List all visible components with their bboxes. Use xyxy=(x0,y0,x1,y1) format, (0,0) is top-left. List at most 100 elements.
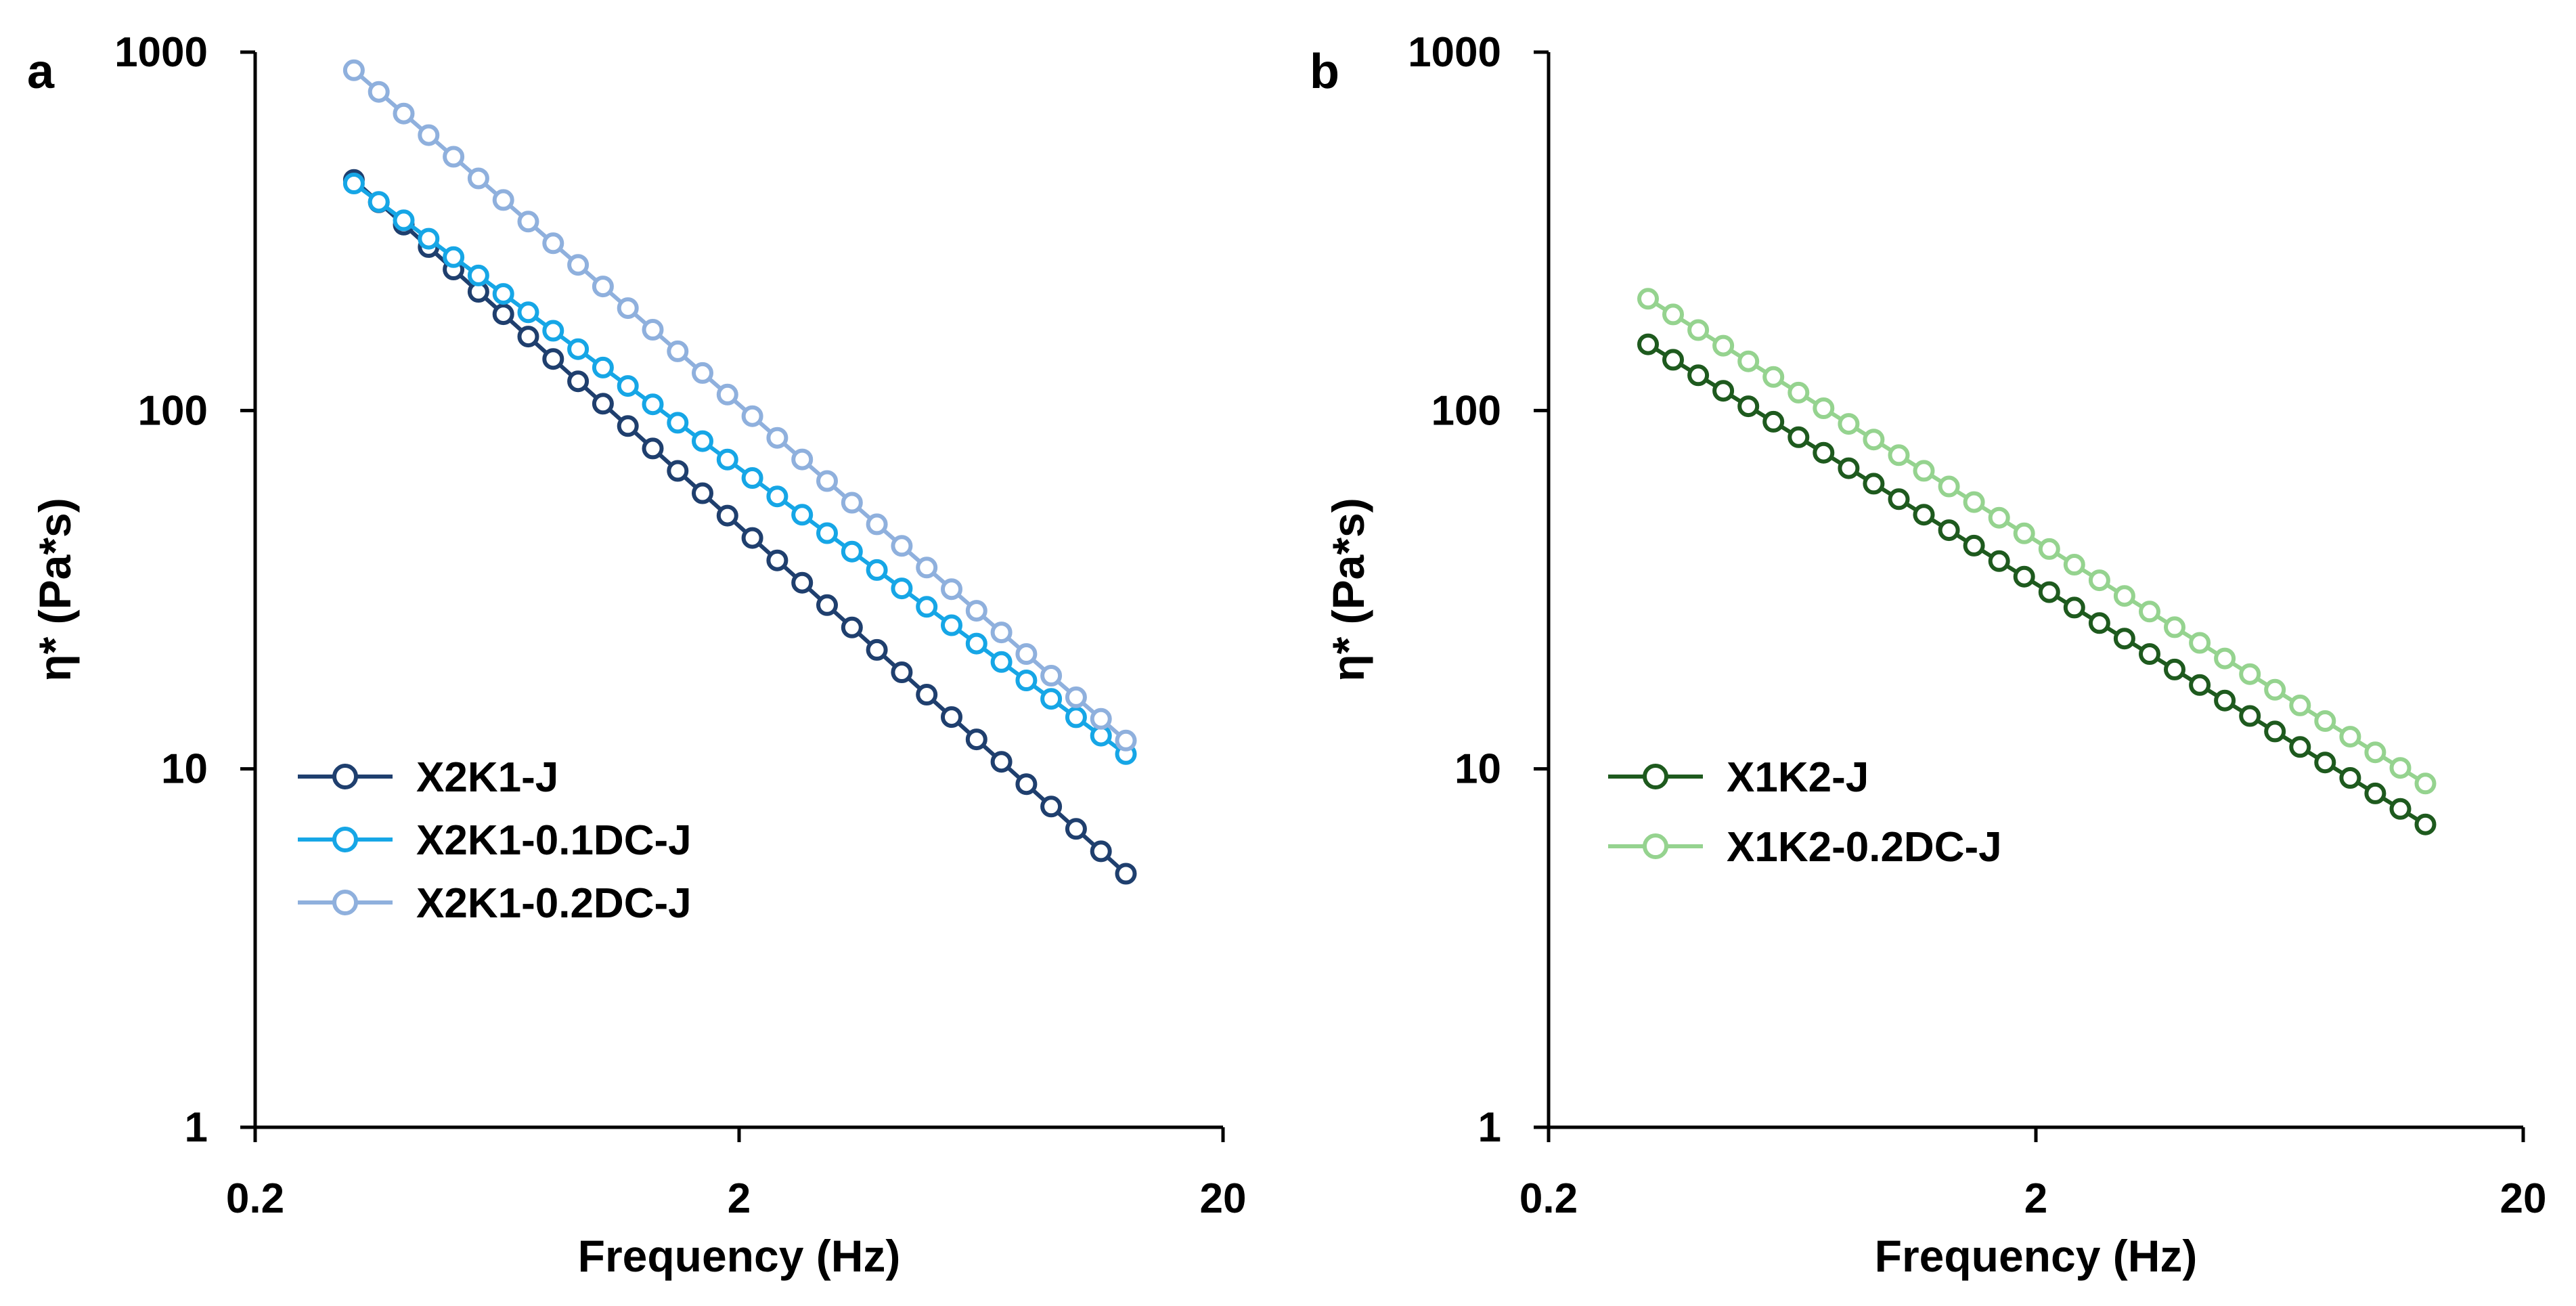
data-point xyxy=(1762,366,1785,388)
data-point xyxy=(1963,491,1985,513)
data-point xyxy=(1712,334,1735,357)
legend-label: X2K1-0.1DC-J xyxy=(416,817,692,864)
data-point xyxy=(766,485,789,508)
data-point xyxy=(1938,475,1960,498)
data-point xyxy=(2214,689,2236,712)
y-tick-label: 10 xyxy=(1454,746,1501,793)
data-point xyxy=(2289,694,2311,716)
data-point xyxy=(2088,612,2110,634)
series-X2K1-0.1DC-J xyxy=(342,173,1137,765)
data-point xyxy=(517,211,539,233)
data-point xyxy=(692,430,713,452)
data-point xyxy=(816,522,838,544)
data-point xyxy=(816,594,838,616)
data-point xyxy=(1863,473,1885,495)
data-point xyxy=(990,751,1013,773)
data-point xyxy=(467,264,489,286)
y-tick-label: 100 xyxy=(138,387,208,434)
data-point xyxy=(891,535,913,557)
data-point xyxy=(342,173,365,194)
data-point xyxy=(1637,333,1659,355)
data-point xyxy=(2063,554,2085,575)
data-point xyxy=(342,59,365,81)
panel-letter: a xyxy=(27,45,55,99)
data-point xyxy=(1938,519,1960,542)
data-point xyxy=(1988,550,2010,572)
data-point xyxy=(1040,688,1063,710)
data-point xyxy=(443,246,465,268)
legend-marker xyxy=(1643,833,1668,859)
panel-letter: b xyxy=(1310,45,1339,99)
data-point xyxy=(2139,601,2160,623)
data-point xyxy=(517,326,539,348)
data-point xyxy=(1737,350,1760,372)
data-point xyxy=(467,167,489,190)
y-axis-title: η* (Pa*s) xyxy=(30,498,80,681)
data-point xyxy=(1787,381,1810,404)
data-point xyxy=(1913,504,1935,526)
data-point xyxy=(1040,796,1063,818)
x-tick-label: 2 xyxy=(728,1175,751,1222)
data-point xyxy=(741,405,763,427)
data-point xyxy=(916,684,938,705)
data-point xyxy=(1662,303,1684,326)
data-point xyxy=(2113,585,2135,607)
y-tick-label: 10 xyxy=(161,746,208,793)
data-point xyxy=(791,504,814,526)
data-point xyxy=(1662,349,1684,371)
data-point xyxy=(393,102,415,125)
data-point xyxy=(891,578,913,600)
data-point xyxy=(368,81,390,103)
y-tick-label: 1 xyxy=(185,1104,208,1151)
x-tick-label: 2 xyxy=(2024,1175,2047,1222)
data-point xyxy=(866,638,888,661)
y-tick-label: 1000 xyxy=(114,29,208,76)
data-point xyxy=(941,614,962,636)
data-point xyxy=(642,437,664,460)
data-point xyxy=(2013,565,2035,588)
data-point xyxy=(841,540,863,563)
data-point xyxy=(542,348,564,370)
data-point xyxy=(2139,643,2160,665)
data-point xyxy=(1065,818,1087,840)
data-point xyxy=(2364,782,2386,804)
data-point xyxy=(492,303,514,326)
data-point xyxy=(2038,581,2060,603)
data-point xyxy=(2239,663,2261,685)
data-point xyxy=(841,616,863,638)
chart-panel-b: 1 10 100 1000 0.2 2 20 Frequency (Hz) η* (Pa*s) b… xyxy=(1310,29,2546,1281)
data-point xyxy=(1065,706,1087,728)
data-point xyxy=(492,283,514,305)
data-point xyxy=(2339,767,2361,789)
data-point xyxy=(741,527,763,549)
data-point xyxy=(1963,534,1985,557)
data-point xyxy=(1687,364,1710,387)
legend-marker xyxy=(332,827,358,852)
legend-label: X1K2-0.2DC-J xyxy=(1727,824,2002,871)
data-point xyxy=(965,600,987,622)
data-point xyxy=(1115,863,1137,885)
x-axis-title: Frequency (Hz) xyxy=(1875,1231,2198,1281)
data-point xyxy=(716,504,738,527)
data-point xyxy=(990,651,1013,673)
data-point xyxy=(567,370,590,393)
data-point xyxy=(692,362,713,384)
data-point xyxy=(667,460,689,482)
data-point xyxy=(841,492,863,514)
data-point xyxy=(492,189,514,211)
x-tick-label: 0.2 xyxy=(1519,1175,1578,1222)
data-point xyxy=(1888,488,1910,510)
data-point xyxy=(716,448,738,471)
data-point xyxy=(1838,457,1860,479)
data-point xyxy=(2414,813,2437,835)
series-line xyxy=(352,68,1128,743)
data-point xyxy=(2189,632,2211,654)
data-point xyxy=(1015,670,1038,691)
data-point xyxy=(1090,840,1112,863)
data-point xyxy=(1787,426,1810,448)
legend-label: X1K2-J xyxy=(1727,754,1869,801)
data-point xyxy=(567,338,590,360)
y-tick-label: 1 xyxy=(1478,1104,1501,1151)
data-point xyxy=(617,375,639,397)
